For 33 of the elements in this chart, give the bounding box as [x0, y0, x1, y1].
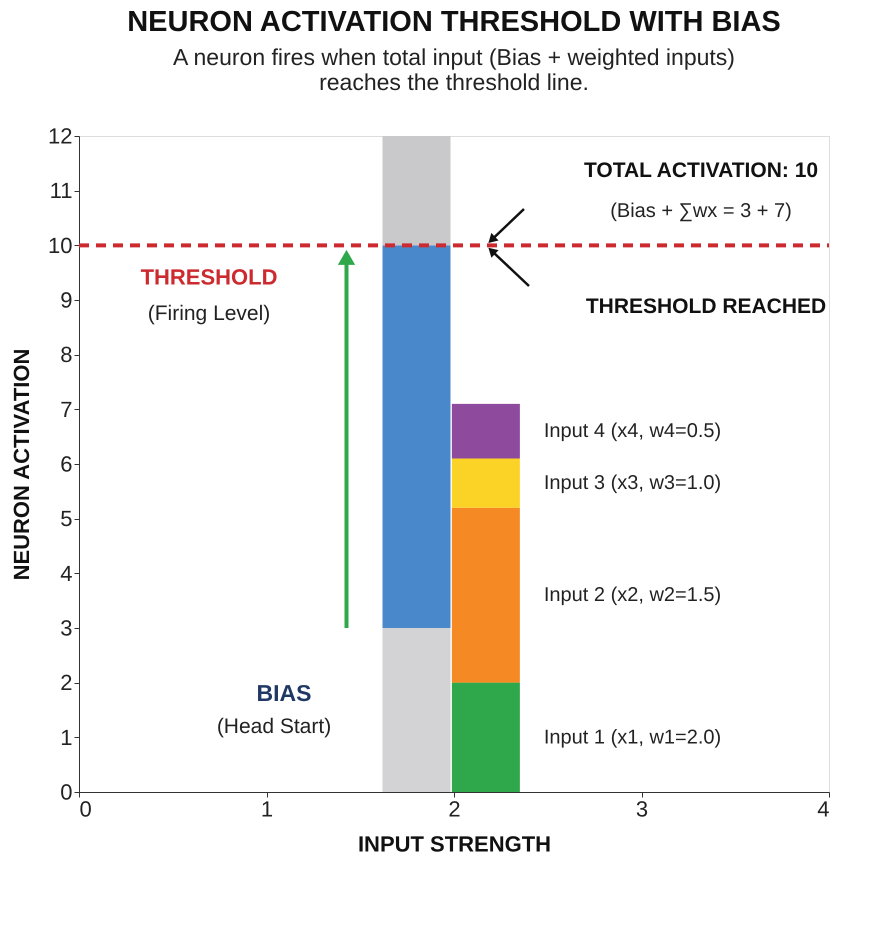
y-tick-label: 6: [60, 452, 72, 476]
y-tick-label: 4: [60, 560, 72, 586]
chart-subtitle: A neuron fires when total input (Bias + weighted inputs) reaches the threshold line.: [173, 44, 735, 95]
y-axis-title: NEURON ACTIVATION: [9, 348, 34, 580]
annotation: TOTAL ACTIVATION: 10: [584, 159, 818, 182]
annotation: BIAS: [256, 680, 312, 706]
series-label: Input 1 (x1, w1=2.0): [544, 726, 722, 748]
series-label: Input 4 (x4, w4=0.5): [544, 420, 722, 442]
y-tick-label: 5: [60, 506, 72, 532]
y-tick-label: 8: [60, 342, 72, 368]
chart-title: NEURON ACTIVATION THRESHOLD WITH BIAS: [127, 6, 781, 38]
series-label: Input 3 (x3, w3=1.0): [544, 472, 722, 494]
y-tick-label: 3: [60, 616, 72, 640]
y-tick-label: 7: [60, 396, 72, 422]
x-tick-label: 2: [448, 796, 461, 822]
annotation: (Head Start): [216, 715, 332, 738]
y-tick-label: 9: [60, 288, 72, 312]
x-tick-label: 0: [80, 796, 92, 822]
x-tick-label: 1: [260, 796, 274, 822]
y-tick-label: 12: [48, 124, 72, 148]
annotation: (Firing Level): [148, 302, 270, 325]
y-tick-label: 2: [60, 670, 72, 696]
annotation: (Bias + ∑wx = 3 + 7): [610, 200, 792, 222]
y-tick-label: 10: [48, 232, 72, 258]
series-label: Input 2 (x2, w2=1.5): [544, 584, 722, 606]
y-tick-label: 1: [60, 724, 72, 750]
ref-line-label: THRESHOLD: [140, 264, 278, 290]
x-tick-label: 4: [817, 796, 830, 822]
annotation: THRESHOLD REACHED: [586, 295, 826, 318]
x-tick-label: 3: [636, 796, 648, 822]
x-axis-title: INPUT STRENGTH: [358, 832, 552, 856]
y-tick-label: 0: [60, 780, 72, 804]
y-tick-label: 11: [50, 178, 72, 204]
